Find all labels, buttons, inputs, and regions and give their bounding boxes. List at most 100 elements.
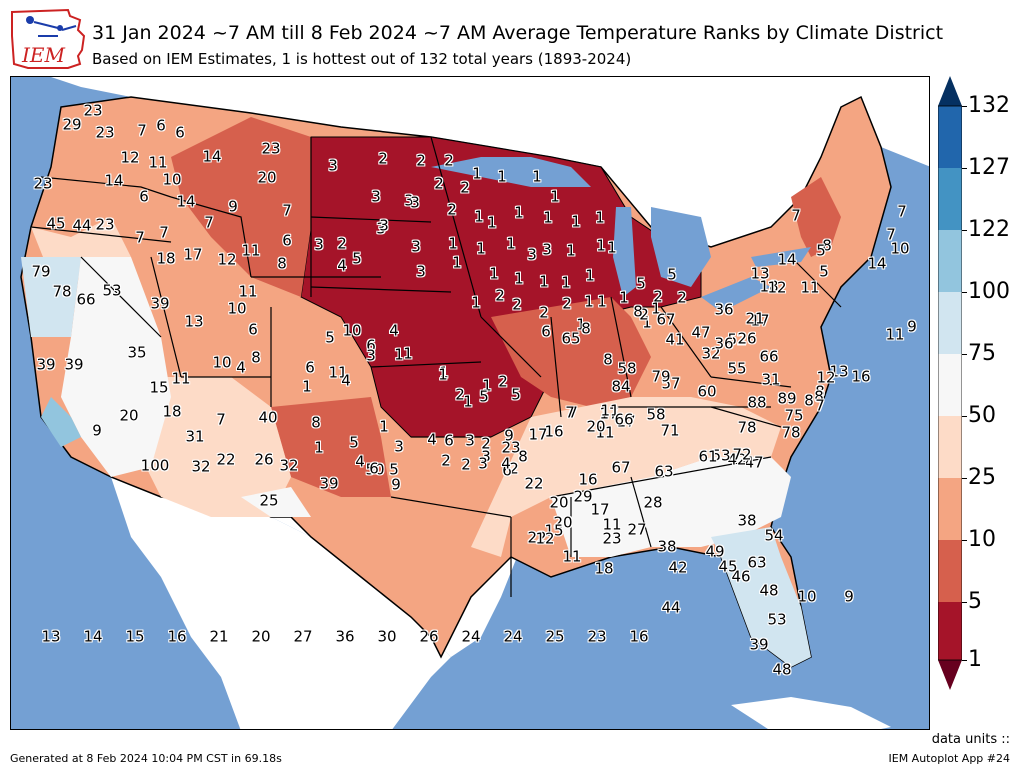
district-rank-label: 75 <box>784 406 804 425</box>
district-rank-label: 8 <box>814 387 824 406</box>
district-rank-label: 3 <box>410 193 420 212</box>
district-rank-label: 53 <box>711 446 731 465</box>
cuba-landmass <box>731 697 891 729</box>
district-rank-label: 2 <box>639 305 649 324</box>
district-rank-label: 2 <box>512 295 522 314</box>
district-rank-label: 40 <box>258 408 278 427</box>
district-rank-label: 31 <box>761 370 781 389</box>
district-rank-label: 52 <box>727 330 747 349</box>
district-rank-label: 3 <box>478 454 488 473</box>
district-rank-label: 4 <box>341 371 351 390</box>
district-rank-label: 36 <box>714 334 734 353</box>
district-rank-label: 35 <box>127 343 147 362</box>
colorbar-tick-mark <box>962 478 967 479</box>
district-rank-label: 7 <box>216 410 226 429</box>
district-rank-label: 14 <box>83 627 103 646</box>
district-rank-label: 12 <box>217 250 237 269</box>
district-rank-label: 1 <box>585 266 595 285</box>
district-rank-label: 88 <box>747 393 767 412</box>
district-rank-label: 9 <box>391 475 401 494</box>
district-rank-label: 3 <box>366 346 376 365</box>
district-rank-label: 1 <box>576 315 586 334</box>
district-rank-label: 6 <box>139 187 149 206</box>
district-rank-label: 21 <box>745 309 765 328</box>
district-rank-label: 9 <box>907 317 917 336</box>
state-borders <box>30 136 842 597</box>
district-rank-label: 11 <box>885 325 905 344</box>
district-rank-label: 28 <box>643 493 663 512</box>
district-rank-label: 1 <box>651 299 661 318</box>
district-rank-label: 8 <box>518 447 528 466</box>
district-rank-label: 11 <box>800 278 820 297</box>
colorbar-tick-mark <box>962 540 967 541</box>
district-rank-label: 6 <box>369 459 379 478</box>
district-rank-label: 2 <box>444 151 454 170</box>
district-rank-label: 11 <box>595 423 615 442</box>
district-rank-label: 5 <box>479 387 489 406</box>
district-rank-label: 25 <box>545 627 565 646</box>
region-rank-5-10-ohio <box>491 297 651 407</box>
district-rank-label: 5 <box>389 460 399 479</box>
district-rank-label: 12 <box>816 368 836 387</box>
district-rank-label: 4 <box>389 321 399 340</box>
district-rank-label: 2 <box>378 149 388 168</box>
district-rank-label: 18 <box>759 277 779 296</box>
district-rank-label: 79 <box>31 262 51 281</box>
district-rank-label: 23 <box>501 438 521 457</box>
district-rank-label: 23 <box>261 139 281 158</box>
district-rank-label: 4 <box>337 256 347 275</box>
district-rank-label: 3 <box>481 447 491 466</box>
district-rank-label: 6 <box>541 322 551 341</box>
district-rank-label: 9 <box>844 587 854 606</box>
district-rank-label: 42 <box>727 450 747 469</box>
district-rank-label: 65 <box>561 329 581 348</box>
district-rank-label: 47 <box>744 453 764 472</box>
district-rank-label: 12 <box>767 278 787 297</box>
district-rank-label: 32 <box>191 457 211 476</box>
district-rank-label: 23 <box>95 215 115 234</box>
region-rank-25-50-southeast <box>471 397 781 557</box>
district-rank-label: 25 <box>259 491 279 510</box>
district-rank-label: 1 <box>403 344 413 363</box>
district-rank-label: 63 <box>654 462 674 481</box>
district-rank-label: 15 <box>125 627 145 646</box>
district-rank-label: 8 <box>815 382 825 401</box>
lake-superior <box>431 157 591 187</box>
district-rank-label: 17 <box>599 404 619 423</box>
district-rank-label: 11 <box>148 153 168 172</box>
district-rank-label: 11 <box>600 401 620 420</box>
district-rank-label: 27 <box>627 520 647 539</box>
colorbar-tick-mark <box>962 416 967 417</box>
colorbar-tick-label: 10 <box>968 527 996 552</box>
district-rank-label: 84 <box>611 377 631 396</box>
district-rank-label: 1 <box>619 288 629 307</box>
district-rank-label: 17 <box>750 311 770 330</box>
colorbar-bin-100-122 <box>938 230 962 292</box>
district-rank-label: 10 <box>890 239 910 258</box>
district-rank-label: 1 <box>497 167 507 186</box>
district-rank-label: 29 <box>62 115 82 134</box>
district-rank-label: 7 <box>135 228 145 247</box>
district-rank-label: 3 <box>527 245 537 264</box>
colorbar-tick-label: 50 <box>968 403 996 428</box>
map-title: 31 Jan 2024 ~7 AM till 8 Feb 2024 ~7 AM … <box>92 22 944 44</box>
district-rank-label: 60 <box>697 382 717 401</box>
district-rank-label: 2 <box>539 303 549 322</box>
region-rank-75-100-florida <box>711 527 811 667</box>
district-rank-label: 6 <box>366 336 376 355</box>
district-rank-label: 7 <box>897 202 907 221</box>
map-panel: 23 29 23 7 6 6 12 11 14 23 23 14 6 10 14 20 9 7 7 45 44 23 7 7 1… <box>10 76 930 730</box>
canada-landmass <box>11 77 929 247</box>
district-rank-label: 1 <box>543 208 553 227</box>
district-rank-label: 41 <box>665 330 685 349</box>
district-rank-label: 23 <box>33 174 53 193</box>
district-rank-label: 5 <box>667 265 677 284</box>
district-rank-label: 6 <box>502 461 512 480</box>
district-rank-label: 7 <box>565 403 575 422</box>
region-rank-5-10-west <box>171 117 311 297</box>
district-rank-label: 1 <box>642 313 652 332</box>
colorbar-bin-1-5 <box>938 602 962 660</box>
district-rank-label: 1 <box>439 363 449 382</box>
district-rank-label: 1 <box>597 292 607 311</box>
district-rank-label: 32 <box>279 456 299 475</box>
